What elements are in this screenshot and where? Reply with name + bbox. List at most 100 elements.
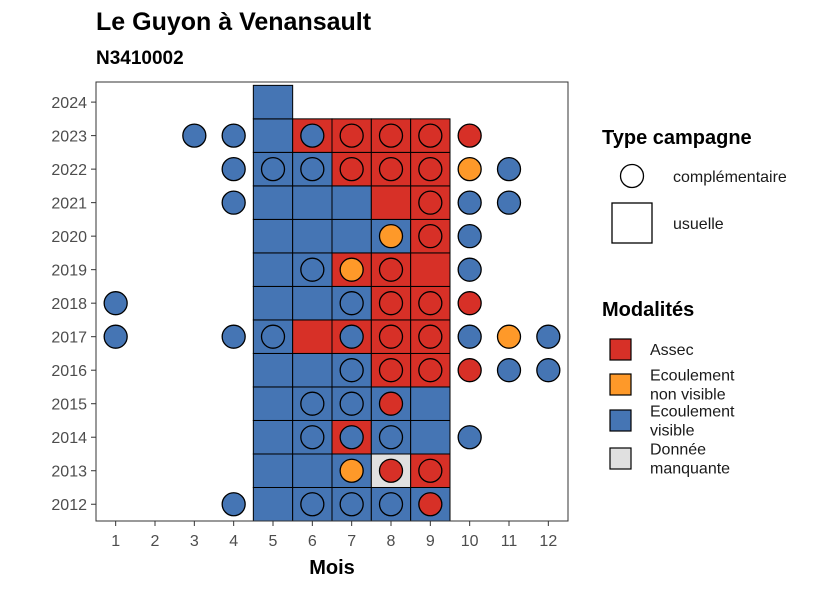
plot-panel [95,81,569,522]
dot-2016-10 [457,358,482,383]
dot-2012-8 [378,492,404,517]
y-tick-label: 2014 [51,430,87,447]
y-tick-label: 2017 [51,330,87,347]
tile-2021-8 [370,185,412,220]
dot-2016-9 [418,358,443,383]
dot-2017-1 [103,324,128,349]
tile-2021-6 [292,185,333,220]
legend-mod-title: Modalités [602,299,694,321]
tile-2013-5 [252,453,294,488]
dot-2019-10 [457,257,482,282]
dot-2016-7 [339,358,364,383]
dot-2023-6 [300,123,325,148]
dot-2017-4 [221,324,246,349]
dot-2020-8 [378,224,404,249]
dot-2023-10 [457,123,482,148]
tile-2015-5 [252,386,294,421]
dot-2021-11 [496,190,522,215]
dot-2021-9 [418,190,443,215]
dot-2022-4 [221,156,246,182]
y-tick-label: 2015 [51,397,87,414]
dot-2023-7 [339,123,364,148]
tile-2021-5 [252,185,294,220]
dot-2012-7 [339,492,364,517]
x-tick-label: 12 [539,533,557,550]
x-axis: 1 2 3 4 5 6 7 8 9 10 11 12 [111,521,557,550]
tile-2018-5 [252,285,294,321]
tile-2013-6 [292,453,333,488]
tile-2016-5 [252,352,294,388]
dot-2014-7 [339,425,364,450]
y-tick-label: 2020 [51,229,87,246]
legend-mod-label: Ecoulement visible [650,404,735,440]
x-tick-label: 7 [347,533,356,550]
dot-2020-10 [457,224,482,249]
complementaire-dots [103,123,561,517]
tile-2023-5 [252,118,294,153]
legend-swatch [609,373,632,396]
y-tick-label: 2022 [51,162,87,179]
tile-2016-6 [292,352,333,388]
dot-2017-10 [457,324,482,349]
dot-2013-9 [418,458,443,483]
chart-subtitle: N3410002 [96,48,184,69]
dot-2017-9 [418,324,443,349]
tile-2014-9 [410,419,451,455]
dot-2018-1 [103,291,128,316]
dot-2023-3 [182,123,207,148]
dot-2017-11 [496,324,522,349]
x-tick-label: 10 [461,533,479,550]
legend-type-campagne: Type campagne complémentaire usuelle [602,127,787,244]
tile-2024-5 [252,84,294,120]
x-tick-label: 4 [229,533,238,550]
legend-type-title: Type campagne [602,127,752,149]
y-axis: 2012 2013 2014 2015 2016 2017 2018 2019 2020 2021… [51,95,96,514]
legend-circle-icon [619,163,645,189]
dot-2014-8 [378,425,404,450]
dot-2018-9 [418,291,443,316]
x-axis-label: Mois [309,557,355,579]
dot-2013-7 [339,458,364,483]
y-tick-label: 2019 [51,263,87,280]
x-tick-label: 5 [269,533,278,550]
legend-swatch [609,409,632,432]
legend-type-label: usuelle [673,216,724,233]
tile-2020-5 [252,218,294,254]
legend-type-label: complémentaire [673,169,787,186]
legend-modalites: Modalités Assec Ecoulement non visibleEcoul… [602,299,735,478]
dot-2017-12 [536,324,561,349]
dot-2016-11 [496,358,522,383]
dot-2015-7 [339,391,364,416]
x-tick-label: 3 [190,533,199,550]
dot-2013-8 [378,458,404,483]
x-tick-label: 11 [501,533,518,550]
dot-2022-5 [260,156,286,182]
dot-2016-12 [536,358,561,383]
chart-title: Le Guyon à Venansault [96,8,372,36]
y-tick-label: 2016 [51,363,87,380]
y-tick-label: 2021 [51,196,87,213]
dot-2012-4 [221,492,246,517]
dot-2018-7 [339,291,364,316]
tile-2019-5 [252,252,294,287]
dot-2022-8 [378,156,404,182]
dot-2012-6 [300,492,325,517]
x-tick-label: 9 [426,533,435,550]
dot-2018-8 [378,291,404,316]
tile-2021-7 [331,185,372,220]
dot-2014-6 [300,425,325,450]
x-tick-label: 6 [308,533,317,550]
tile-2019-9 [410,252,451,287]
tile-2020-7 [331,218,372,254]
dot-2015-6 [300,391,325,416]
y-tick-label: 2018 [51,296,87,313]
dot-2014-10 [457,425,482,450]
legend-mod-label: Donnée manquante [650,442,730,478]
dot-2023-8 [378,123,404,148]
dot-2018-10 [457,291,482,316]
dot-2017-8 [378,324,404,349]
y-tick-label: 2024 [51,95,87,112]
dot-2020-9 [418,224,443,249]
tile-2018-6 [292,285,333,321]
